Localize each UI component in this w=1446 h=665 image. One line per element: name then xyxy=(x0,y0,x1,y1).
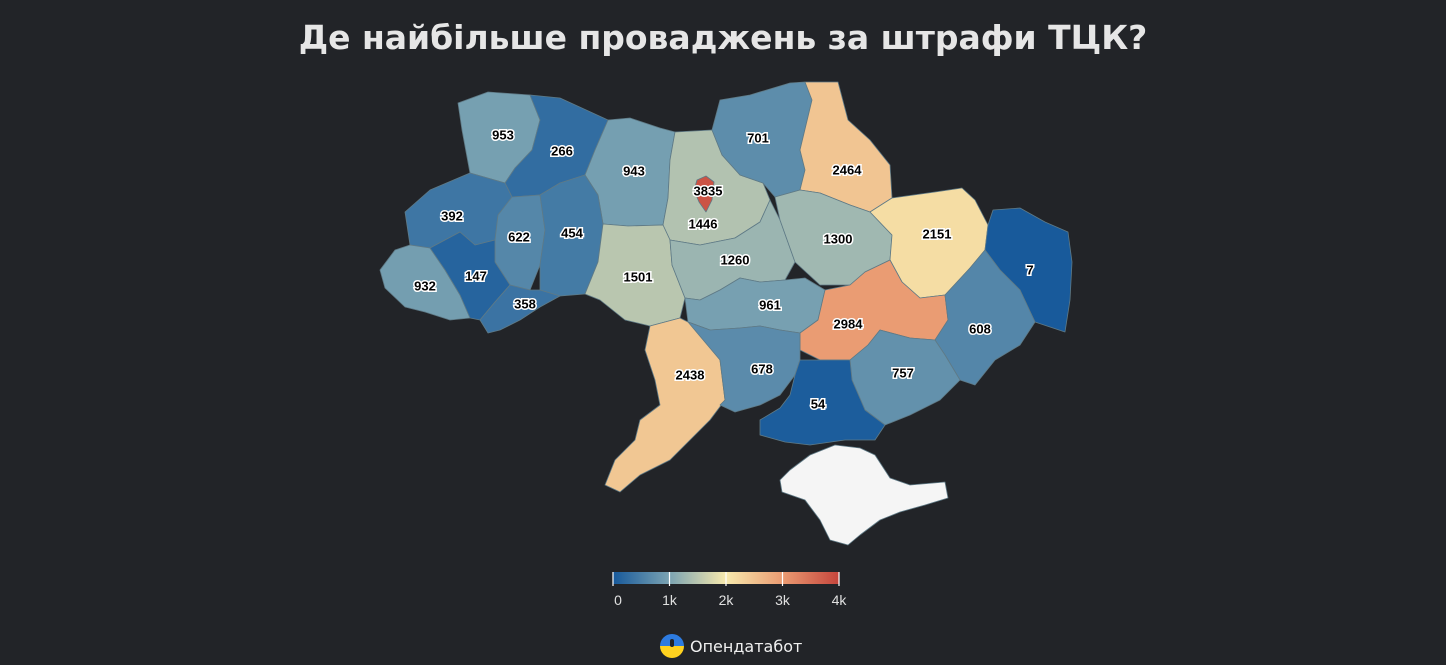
region-kherson[interactable] xyxy=(759,359,886,446)
legend-tick-label: 2k xyxy=(719,592,735,608)
value-label-volyn: 953 xyxy=(492,127,514,142)
legend-tick-label: 0 xyxy=(614,592,622,608)
value-label-luhansk: 7 xyxy=(1026,262,1033,277)
region-crimea[interactable] xyxy=(779,444,949,546)
value-label-donetsk: 608 xyxy=(969,321,991,336)
region-kyiv-city[interactable] xyxy=(693,175,715,213)
value-label-zakarpattia: 932 xyxy=(414,278,436,293)
legend-tick-label: 3k xyxy=(775,592,791,608)
value-label-kyiv-oblast: 1446 xyxy=(689,216,718,231)
value-label-chernihiv: 701 xyxy=(747,130,769,145)
value-label-sumy: 2464 xyxy=(833,162,863,177)
value-label-zhytomyr: 943 xyxy=(623,163,645,178)
value-label-poltava: 1300 xyxy=(824,231,853,246)
value-label-mykolaiv: 678 xyxy=(751,361,773,376)
regions-layer xyxy=(379,81,1073,546)
value-label-dnipropetrovsk: 2984 xyxy=(834,316,864,331)
value-label-kyiv-city: 3835 xyxy=(694,183,723,198)
value-label-lviv: 392 xyxy=(441,208,463,223)
value-label-rivne: 266 xyxy=(551,143,573,158)
brand-name: Опендатабот xyxy=(690,636,803,656)
value-label-kherson: 54 xyxy=(811,396,826,411)
color-legend: 0 1k 2k 3k 4k xyxy=(612,572,848,608)
legend-tick-label: 1k xyxy=(662,592,678,608)
value-label-khmelnytskyi: 454 xyxy=(561,225,583,240)
value-label-kirovohrad: 961 xyxy=(759,297,781,312)
value-label-kharkiv: 2151 xyxy=(923,226,952,241)
value-label-ivano-frankivsk: 147 xyxy=(465,268,487,283)
value-label-odesa: 2438 xyxy=(676,367,705,382)
region-chernivtsi[interactable] xyxy=(479,284,561,334)
labels-layer: 953 266 943 1446 3835 701 2464 392 622 454 932 147 3… xyxy=(413,126,1035,413)
value-label-chernivtsi: 358 xyxy=(514,296,536,311)
value-label-ternopil: 622 xyxy=(508,229,530,244)
page-title: Де найбільше проваджень за штрафи ТЦК? xyxy=(298,18,1148,57)
value-label-cherkasy: 1260 xyxy=(721,252,750,267)
legend-tick-label: 4k xyxy=(832,592,848,608)
opendatabot-logo-icon xyxy=(660,634,684,658)
value-label-zaporizhzhia: 757 xyxy=(892,365,914,380)
brand: Опендатабот xyxy=(660,632,802,660)
value-label-vinnytsia: 1501 xyxy=(624,269,653,284)
